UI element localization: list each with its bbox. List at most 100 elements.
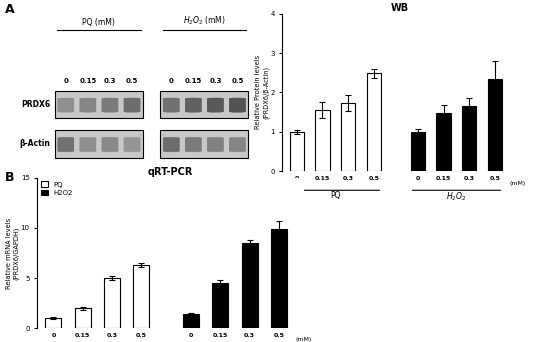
FancyBboxPatch shape (84, 99, 92, 113)
FancyBboxPatch shape (164, 137, 178, 151)
Text: $H_2O_2$: $H_2O_2$ (446, 191, 466, 203)
FancyBboxPatch shape (189, 97, 198, 111)
FancyBboxPatch shape (233, 97, 242, 111)
FancyBboxPatch shape (233, 137, 242, 151)
FancyBboxPatch shape (232, 99, 243, 113)
Bar (75, 308, 91, 328)
FancyBboxPatch shape (81, 138, 95, 152)
FancyBboxPatch shape (61, 137, 70, 151)
FancyBboxPatch shape (79, 98, 96, 112)
Bar (341, 103, 356, 171)
FancyBboxPatch shape (61, 97, 70, 111)
Text: PQ (mM): PQ (mM) (83, 17, 115, 27)
FancyBboxPatch shape (126, 137, 138, 151)
FancyBboxPatch shape (163, 137, 180, 151)
Bar (55, 91, 143, 118)
FancyBboxPatch shape (106, 99, 114, 113)
FancyBboxPatch shape (103, 98, 117, 112)
FancyBboxPatch shape (207, 98, 224, 112)
FancyBboxPatch shape (60, 99, 71, 113)
FancyBboxPatch shape (102, 98, 118, 112)
FancyBboxPatch shape (164, 98, 178, 112)
FancyBboxPatch shape (232, 98, 243, 111)
FancyBboxPatch shape (58, 137, 74, 151)
FancyBboxPatch shape (211, 97, 220, 111)
Bar (316, 110, 329, 171)
FancyBboxPatch shape (163, 138, 180, 152)
FancyBboxPatch shape (103, 138, 117, 152)
FancyBboxPatch shape (106, 139, 114, 152)
Bar (45, 318, 61, 328)
Title: WB: WB (391, 3, 409, 13)
FancyBboxPatch shape (189, 139, 198, 152)
Text: 0.3: 0.3 (209, 78, 222, 84)
Text: B: B (5, 171, 15, 184)
FancyBboxPatch shape (81, 137, 95, 151)
FancyBboxPatch shape (189, 137, 198, 151)
Bar (462, 106, 477, 171)
FancyBboxPatch shape (210, 98, 221, 111)
Bar (183, 314, 199, 328)
Bar (488, 79, 502, 171)
FancyBboxPatch shape (106, 137, 114, 151)
FancyBboxPatch shape (210, 99, 221, 113)
Bar (411, 132, 425, 171)
Bar (104, 278, 120, 328)
FancyBboxPatch shape (128, 97, 136, 111)
FancyBboxPatch shape (207, 138, 224, 152)
Bar (133, 265, 149, 328)
FancyBboxPatch shape (167, 97, 175, 111)
FancyBboxPatch shape (189, 99, 198, 113)
FancyBboxPatch shape (60, 98, 71, 111)
FancyBboxPatch shape (126, 98, 138, 111)
FancyBboxPatch shape (82, 138, 93, 152)
FancyBboxPatch shape (59, 98, 72, 112)
FancyBboxPatch shape (185, 98, 201, 112)
FancyBboxPatch shape (79, 98, 96, 112)
Text: A: A (5, 3, 15, 16)
FancyBboxPatch shape (167, 137, 175, 151)
Title: qRT-PCR: qRT-PCR (148, 167, 193, 177)
FancyBboxPatch shape (128, 137, 136, 151)
FancyBboxPatch shape (166, 98, 177, 111)
Bar (55, 130, 143, 158)
FancyBboxPatch shape (84, 97, 92, 111)
FancyBboxPatch shape (61, 139, 70, 152)
FancyBboxPatch shape (166, 138, 177, 152)
FancyBboxPatch shape (124, 98, 140, 112)
Bar (212, 283, 229, 328)
FancyBboxPatch shape (82, 137, 93, 151)
FancyBboxPatch shape (124, 98, 140, 112)
FancyBboxPatch shape (59, 138, 72, 152)
FancyBboxPatch shape (187, 137, 200, 151)
FancyBboxPatch shape (187, 98, 200, 112)
FancyBboxPatch shape (58, 98, 74, 112)
FancyBboxPatch shape (60, 138, 71, 152)
FancyBboxPatch shape (126, 138, 138, 152)
Text: $H_2O_2$ (mM): $H_2O_2$ (mM) (183, 14, 226, 27)
FancyBboxPatch shape (187, 138, 200, 152)
FancyBboxPatch shape (61, 99, 70, 113)
FancyBboxPatch shape (125, 137, 139, 151)
Bar (241, 243, 257, 328)
Text: 0.15: 0.15 (185, 78, 202, 84)
FancyBboxPatch shape (125, 138, 139, 152)
FancyBboxPatch shape (208, 98, 222, 112)
FancyBboxPatch shape (166, 99, 177, 113)
FancyBboxPatch shape (232, 137, 243, 151)
FancyBboxPatch shape (81, 98, 95, 112)
FancyBboxPatch shape (104, 137, 116, 151)
FancyBboxPatch shape (208, 137, 222, 151)
FancyBboxPatch shape (207, 137, 224, 151)
FancyBboxPatch shape (188, 98, 199, 111)
FancyBboxPatch shape (82, 98, 93, 111)
Text: 0.15: 0.15 (79, 78, 96, 84)
FancyBboxPatch shape (208, 98, 222, 112)
FancyBboxPatch shape (102, 137, 118, 151)
Bar (367, 74, 381, 171)
FancyBboxPatch shape (124, 138, 140, 152)
FancyBboxPatch shape (59, 98, 72, 112)
Text: 0: 0 (63, 78, 68, 84)
Text: PQ: PQ (330, 191, 341, 200)
FancyBboxPatch shape (167, 139, 175, 152)
